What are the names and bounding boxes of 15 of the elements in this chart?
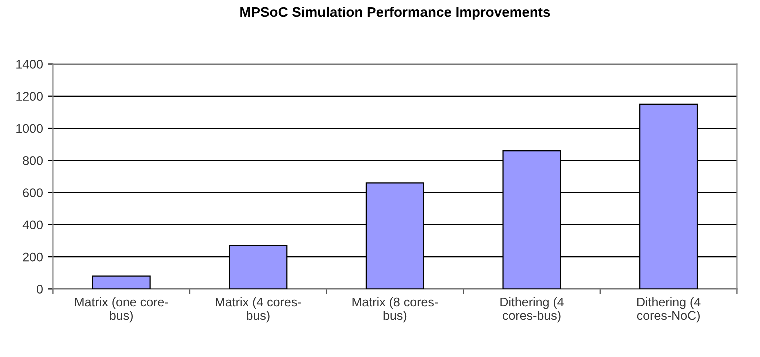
bar [92, 276, 151, 290]
x-tick-label: Matrix (one core- bus) [75, 298, 168, 323]
y-tick-label: 1400 [16, 60, 43, 69]
x-tick-label: Dithering (4 cores-bus) [500, 298, 564, 323]
chart-title: MPSoC Simulation Performance Improvements [240, 6, 550, 20]
y-tick-label: 0 [37, 284, 43, 294]
y-tick-label: 800 [23, 156, 43, 166]
y-tick-label: 1000 [16, 124, 43, 134]
y-tick-label: 1200 [16, 92, 43, 102]
y-tick-label: 400 [22, 220, 43, 230]
y-tick-label: 200 [23, 252, 43, 262]
x-tick-label: Matrix (4 cores- bus) [216, 298, 302, 323]
x-tick-label: Dithering (4 cores-NoC) [637, 298, 701, 323]
x-tick-label: Matrix (8 cores- bus) [352, 298, 438, 323]
y-tick-label: 600 [23, 188, 43, 198]
